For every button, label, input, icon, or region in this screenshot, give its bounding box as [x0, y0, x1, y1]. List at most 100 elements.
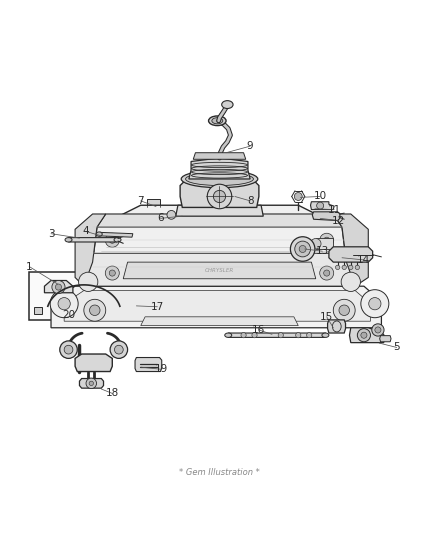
Circle shape — [340, 272, 360, 292]
Text: 4: 4 — [82, 227, 89, 237]
Circle shape — [371, 324, 383, 336]
Circle shape — [109, 237, 115, 243]
Text: 10: 10 — [313, 191, 326, 201]
Polygon shape — [99, 232, 133, 237]
Circle shape — [105, 233, 119, 247]
Circle shape — [78, 272, 98, 292]
Circle shape — [323, 237, 329, 243]
Polygon shape — [193, 153, 245, 159]
Text: 13: 13 — [315, 246, 328, 256]
Bar — [127, 307, 136, 314]
Polygon shape — [327, 320, 345, 333]
Polygon shape — [379, 336, 390, 342]
Text: 6: 6 — [157, 213, 163, 223]
Ellipse shape — [185, 172, 253, 185]
Circle shape — [109, 270, 115, 276]
Polygon shape — [175, 205, 263, 216]
Polygon shape — [180, 179, 258, 207]
Text: 16: 16 — [252, 325, 265, 335]
Text: 14: 14 — [357, 255, 370, 265]
Polygon shape — [75, 214, 106, 286]
Circle shape — [105, 266, 119, 280]
Polygon shape — [315, 238, 332, 249]
Polygon shape — [68, 238, 118, 242]
Text: 11: 11 — [327, 205, 340, 215]
Circle shape — [58, 297, 70, 310]
Circle shape — [213, 190, 225, 203]
Text: CHRYSLER: CHRYSLER — [205, 269, 233, 273]
Circle shape — [306, 333, 311, 338]
Circle shape — [55, 284, 61, 290]
Text: * Gem Illustration *: * Gem Illustration * — [179, 467, 259, 477]
Polygon shape — [188, 158, 250, 179]
Text: 15: 15 — [319, 312, 332, 322]
Polygon shape — [79, 378, 103, 388]
Text: 20: 20 — [62, 310, 75, 320]
Polygon shape — [328, 247, 372, 262]
Polygon shape — [310, 201, 333, 209]
Polygon shape — [64, 290, 370, 321]
Circle shape — [251, 333, 257, 338]
Circle shape — [374, 327, 380, 333]
Ellipse shape — [321, 333, 328, 337]
Polygon shape — [79, 253, 359, 286]
Circle shape — [290, 237, 314, 261]
Circle shape — [319, 266, 333, 280]
Polygon shape — [84, 205, 354, 286]
Polygon shape — [311, 212, 339, 221]
Text: 17: 17 — [150, 302, 164, 312]
Text: 5: 5 — [392, 343, 399, 352]
Circle shape — [319, 233, 333, 247]
Bar — [147, 199, 159, 209]
Ellipse shape — [212, 118, 222, 124]
Circle shape — [89, 381, 93, 385]
Circle shape — [84, 300, 106, 321]
Polygon shape — [123, 262, 315, 279]
Circle shape — [354, 265, 359, 270]
Ellipse shape — [221, 101, 233, 109]
Polygon shape — [141, 317, 297, 326]
Circle shape — [110, 341, 127, 358]
Circle shape — [310, 238, 320, 249]
Text: 3: 3 — [48, 229, 54, 239]
Text: 7: 7 — [137, 196, 144, 206]
Text: 1: 1 — [26, 262, 32, 271]
Circle shape — [295, 333, 300, 338]
Text: 8: 8 — [246, 196, 253, 206]
Circle shape — [52, 280, 65, 294]
Circle shape — [50, 290, 78, 318]
Text: 18: 18 — [106, 389, 119, 398]
Polygon shape — [97, 214, 341, 227]
Circle shape — [338, 305, 349, 316]
Polygon shape — [44, 280, 73, 293]
Polygon shape — [51, 286, 381, 328]
Circle shape — [60, 341, 77, 358]
Circle shape — [323, 270, 329, 276]
Circle shape — [335, 265, 339, 270]
Ellipse shape — [208, 116, 226, 126]
Circle shape — [64, 345, 73, 354]
Text: 19: 19 — [155, 365, 168, 374]
Polygon shape — [349, 328, 384, 343]
Polygon shape — [135, 358, 161, 372]
Text: 9: 9 — [246, 141, 253, 151]
Ellipse shape — [181, 170, 257, 188]
Ellipse shape — [114, 238, 121, 242]
Circle shape — [114, 345, 123, 354]
Circle shape — [368, 297, 380, 310]
Circle shape — [89, 305, 100, 316]
Ellipse shape — [224, 333, 231, 337]
Ellipse shape — [65, 238, 72, 242]
Circle shape — [86, 378, 96, 389]
Bar — [29, 272, 138, 320]
Circle shape — [332, 300, 354, 321]
Circle shape — [348, 265, 352, 270]
Circle shape — [293, 192, 301, 200]
Circle shape — [357, 329, 370, 342]
Ellipse shape — [96, 232, 102, 236]
Bar — [33, 307, 42, 314]
Circle shape — [360, 332, 366, 338]
Circle shape — [294, 241, 310, 257]
Text: 12: 12 — [331, 215, 344, 225]
Polygon shape — [332, 214, 367, 286]
